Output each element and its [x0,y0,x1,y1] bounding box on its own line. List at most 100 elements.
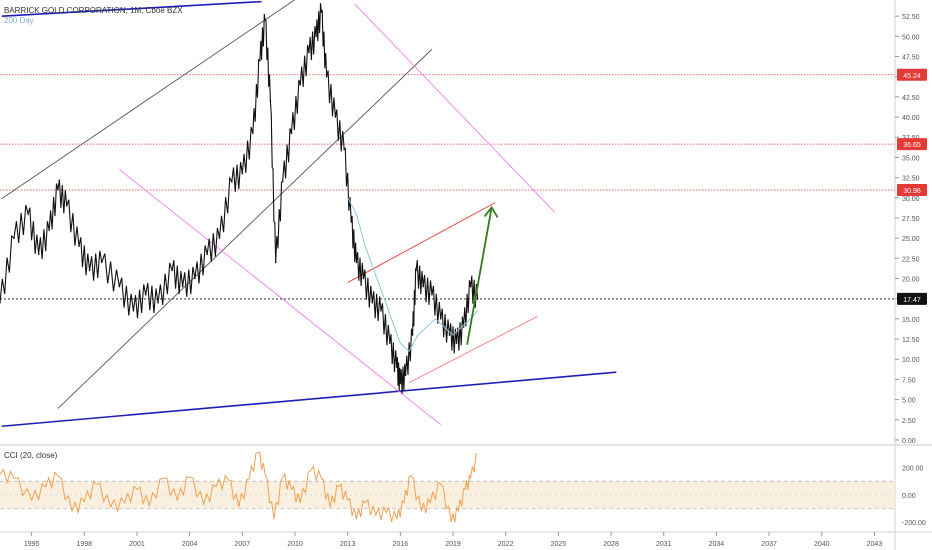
price-point [194,277,196,280]
price-tick-label: 25.00 [902,236,920,243]
projection-arrow-head [483,205,499,218]
level-badge [897,292,927,305]
trendline[interactable] [119,169,442,425]
time-tick-label: 2037 [761,541,777,548]
price-point [218,237,221,239]
price-point [455,342,458,344]
price-point [252,132,254,134]
price-point [320,11,323,13]
time-tick-label: 2007 [235,541,251,548]
price-point [0,301,1,304]
trendline[interactable] [347,202,496,283]
time-tick-label: 2025 [551,541,567,548]
price-point [157,301,159,304]
level-badge [897,68,927,81]
time-tick-label: 2013 [340,541,356,548]
price-point [206,253,208,256]
ma-series [347,197,478,353]
price-tick-label: 30.00 [902,196,920,203]
price-point [230,180,233,183]
price-point [389,342,391,344]
price-point [411,334,414,336]
level-badge [897,184,927,197]
price-point [118,285,121,288]
price-point [78,245,80,248]
price-tick-label: 20.00 [902,277,920,284]
ma-legend: 200 Day [4,16,34,25]
price-point [362,277,365,280]
price-point [422,285,424,288]
price-point [101,261,103,264]
price-point [241,172,244,175]
time-tick-label: 2019 [445,541,461,548]
price-point [396,366,398,369]
cci-tick-label: -200.00 [902,520,926,527]
price-point [308,51,310,54]
time-tick-label: 2028 [603,541,619,548]
trendline[interactable] [1,371,617,428]
price-point [269,100,272,102]
price-tick-label: 35.00 [902,155,920,162]
price-tick-label: 5.00 [902,398,916,405]
trendline[interactable] [408,316,538,384]
price-point [274,261,277,264]
price-point [448,334,451,336]
price-tick-label: 15.00 [902,317,920,324]
price-point [371,301,374,304]
price-tick-label: 50.00 [902,34,920,41]
price-point [299,83,302,86]
price-point [132,310,135,312]
price-tick-label: 40.00 [902,115,920,122]
time-tick-label: 2004 [182,541,198,548]
price-point [350,221,352,223]
level-badge-label: 17.47 [903,297,921,304]
price-point [27,213,29,215]
price-point [415,269,417,272]
time-tick-label: 2031 [656,541,672,548]
cci-legend: CCI (20, close) [4,451,58,460]
time-tick-label: 2010 [287,541,303,548]
price-tick-label: 10.00 [902,357,920,364]
time-tick-label: 2040 [814,541,830,548]
price-tick-label: 2.50 [902,418,916,425]
time-tick-label: 2043 [867,541,883,548]
price-point [48,229,50,231]
projection-arrow[interactable] [466,207,493,345]
time-tick-label: 2001 [129,541,145,548]
price-tick-label: 27.50 [902,216,920,223]
price-tick-label: 22.50 [902,256,920,263]
price-point [334,116,337,118]
price-point [281,180,284,183]
trendline[interactable] [1,0,262,17]
price-point [264,19,266,21]
price-point [315,35,317,38]
time-tick-label: 2022 [498,541,514,548]
chart-title: BARRICK GOLD CORPORATION, 1M, Cboe BZX [4,6,183,15]
trendline[interactable] [354,3,556,213]
price-point [13,237,15,239]
time-tick-label: 1998 [76,541,92,548]
price-point [88,269,91,272]
trendline[interactable] [1,0,330,199]
price-point [259,59,261,62]
price-point [439,318,442,320]
price-series [0,3,479,394]
price-point [37,253,40,256]
trendline[interactable] [57,48,433,409]
price-point [355,261,358,264]
price-tick-label: 0.00 [902,438,916,445]
price-point [380,310,382,312]
time-tick-label: 2016 [393,541,409,548]
price-point [181,285,184,288]
price-tick-label: 12.50 [902,337,920,344]
price-point [476,298,479,300]
price-tick-label: 42.50 [902,95,920,102]
time-tick-label: 2034 [709,541,725,548]
price-point [65,205,68,207]
level-badge-label: 30.96 [903,188,921,195]
cci-tick-label: 0.00 [902,493,916,500]
price-point [431,293,433,296]
price-tick-label: 52.50 [902,14,920,21]
price-point [462,326,465,328]
